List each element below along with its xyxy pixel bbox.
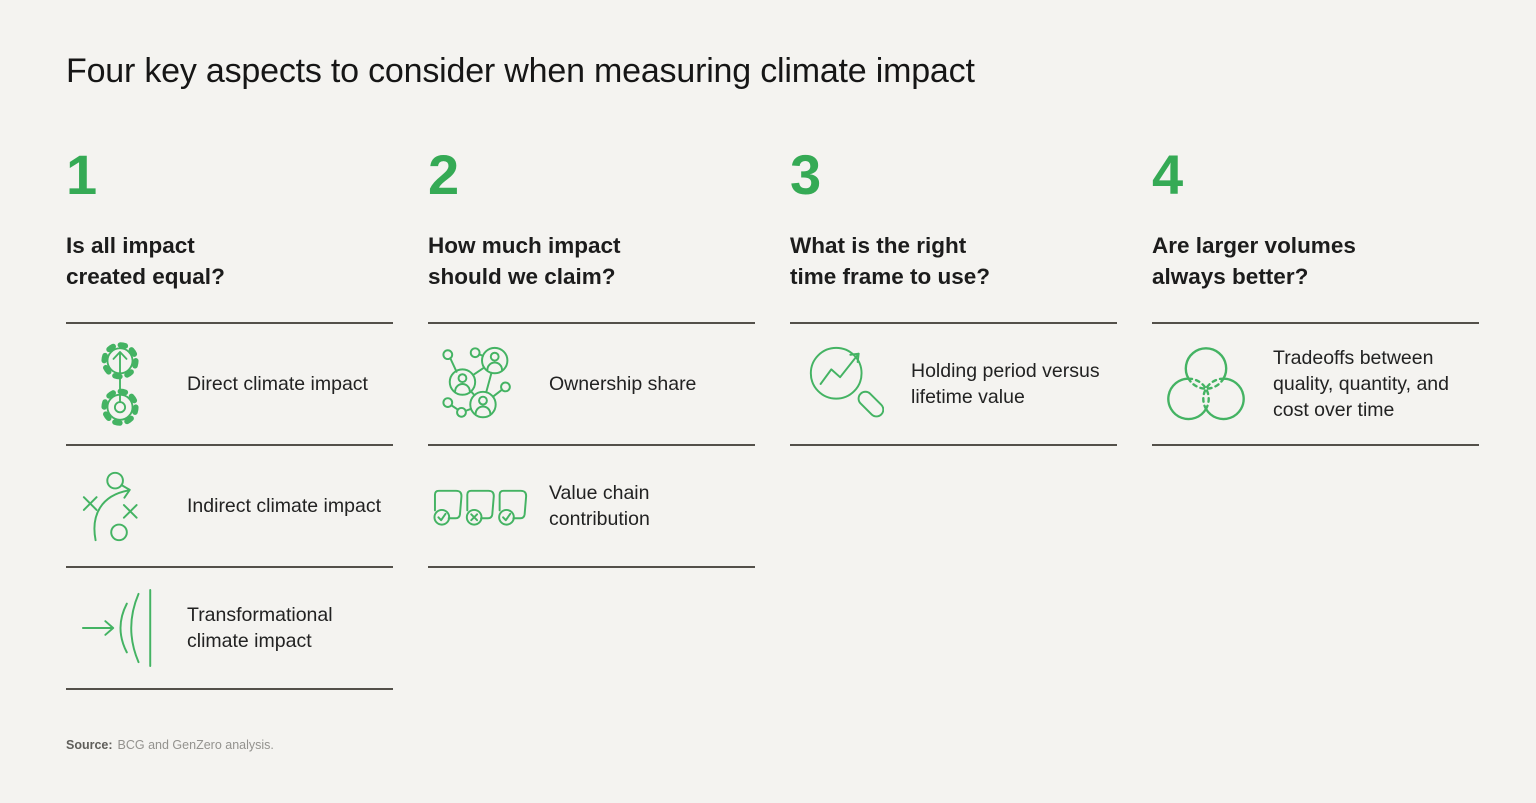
aspect-item-label: Indirect climate impact <box>187 495 381 517</box>
list-item: Tradeoffs between quality, quantity, and… <box>1152 322 1479 446</box>
aspect-columns: 1 Is all impact created equal? <box>66 146 1479 690</box>
gears-up-arrow-icon <box>66 337 187 431</box>
source-text: BCG and GenZero analysis. <box>117 738 274 752</box>
aspect-column-3: 3 What is the right time frame to use? H… <box>790 146 1117 446</box>
aspect-number-3: 3 <box>790 143 822 206</box>
aspect-question-3: What is the right time frame to use? <box>790 233 991 289</box>
list-item: Indirect climate impact <box>66 444 393 566</box>
aspect-item-label: Holding period versus lifetime value <box>911 360 1100 408</box>
list-item: Transformational climate impact <box>66 566 393 690</box>
source-note: Source: BCG and GenZero analysis. <box>66 738 274 752</box>
aspect-item-label: Ownership share <box>549 373 697 395</box>
aspect-item-label: Transformational climate impact <box>187 604 333 652</box>
list-item: Direct climate impact <box>66 322 393 444</box>
aspect-question-4: Are larger volumes always better? <box>1152 233 1356 289</box>
venn-circles-icon <box>1152 346 1273 422</box>
aspect-items-3: Holding period versus lifetime value <box>790 322 1117 446</box>
list-item: Ownership share <box>428 322 755 444</box>
aspect-question-2: How much impact should we claim? <box>428 233 621 289</box>
aspect-number-1: 1 <box>66 143 98 206</box>
aspect-items-4: Tradeoffs between quality, quantity, and… <box>1152 322 1479 446</box>
source-label: Source: <box>66 738 113 752</box>
aspect-column-4: 4 Are larger volumes always better? <box>1152 146 1479 446</box>
aspect-column-1: 1 Is all impact created equal? <box>66 146 393 690</box>
list-item: Holding period versus lifetime value <box>790 322 1117 446</box>
aspect-items-1: Direct climate impact <box>66 322 393 690</box>
aspect-item-label: Direct climate impact <box>187 373 368 395</box>
page-title: Four key aspects to consider when measur… <box>66 52 975 90</box>
aspect-number-2: 2 <box>428 143 460 206</box>
aspect-column-2: 2 How much impact should we claim? <box>428 146 755 568</box>
aspect-question-1: Is all impact created equal? <box>66 233 225 289</box>
strategy-plan-icon <box>66 467 187 545</box>
aspect-items-2: Ownership share <box>428 322 755 568</box>
aspect-number-4: 4 <box>1152 143 1184 206</box>
list-item: Value chain contribution <box>428 444 755 568</box>
magnifier-trend-icon <box>790 341 911 427</box>
people-network-icon <box>428 341 549 427</box>
aspect-item-label: Value chain contribution <box>549 482 650 530</box>
value-chain-carts-icon <box>428 478 549 535</box>
aspect-item-label: Tradeoffs between quality, quantity, and… <box>1273 347 1449 421</box>
impact-waves-icon <box>66 585 187 671</box>
